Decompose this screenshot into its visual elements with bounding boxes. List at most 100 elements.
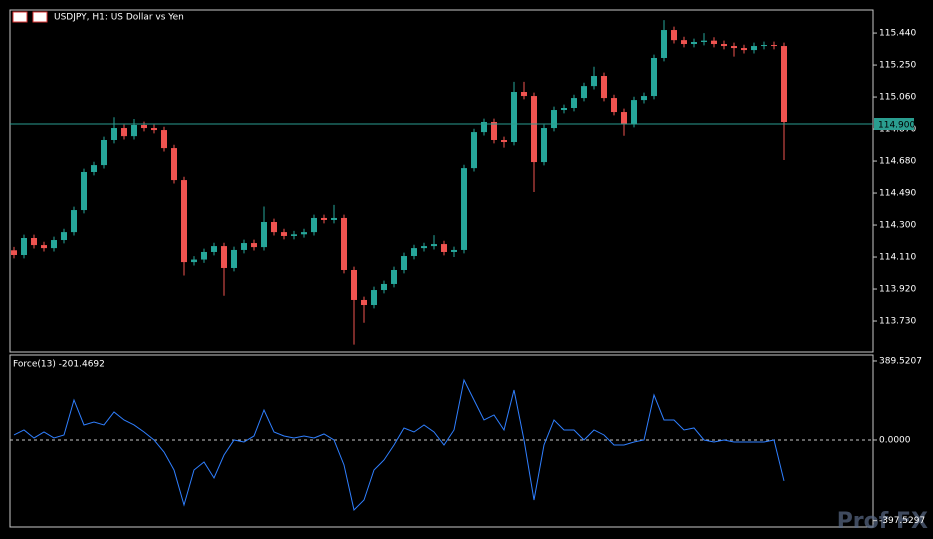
candle-body bbox=[471, 132, 477, 169]
candle-body bbox=[351, 269, 357, 300]
candle-body bbox=[601, 76, 607, 99]
indicator-title: Force(13) -201.4692 bbox=[13, 360, 105, 370]
candle-body bbox=[621, 112, 627, 124]
candle-body bbox=[401, 256, 407, 270]
force-line bbox=[13, 378, 785, 511]
candle-body bbox=[751, 46, 757, 51]
candle-body bbox=[541, 128, 547, 163]
y-tick-label: 114.110 bbox=[879, 253, 916, 263]
candle-body bbox=[231, 249, 237, 268]
candle-body bbox=[61, 232, 67, 241]
candle-body bbox=[691, 41, 697, 45]
candle-body bbox=[31, 238, 37, 246]
candle-body bbox=[381, 283, 387, 291]
candle-body bbox=[261, 222, 267, 248]
candle-body bbox=[171, 148, 177, 181]
candle-body bbox=[241, 243, 247, 250]
candle-body bbox=[161, 130, 167, 149]
y-tick-label: 114.680 bbox=[879, 157, 916, 167]
chart-title: USDJPY, H1: US Dollar vs Yen bbox=[54, 13, 184, 23]
candle-body bbox=[121, 128, 127, 137]
y-tick-label: 114.490 bbox=[879, 189, 916, 199]
price-tag bbox=[874, 118, 914, 130]
candle-body bbox=[311, 217, 317, 233]
candle-body bbox=[21, 238, 27, 256]
candle-body bbox=[111, 128, 117, 140]
indicator-panel bbox=[9, 354, 874, 528]
candle-body bbox=[181, 180, 187, 263]
candle-body bbox=[611, 98, 617, 113]
y-tick-label: 0.0000 bbox=[879, 435, 911, 445]
candle-body bbox=[641, 96, 647, 101]
y-tick-label: 114.300 bbox=[879, 221, 916, 231]
candle-body bbox=[331, 217, 337, 220]
candle-body bbox=[491, 121, 497, 140]
candle-body bbox=[721, 44, 727, 47]
candle-body bbox=[651, 57, 657, 97]
candle-body bbox=[201, 251, 207, 260]
candle-body bbox=[411, 248, 417, 257]
candle-body bbox=[481, 121, 487, 133]
candle-body bbox=[11, 250, 17, 256]
candle-body bbox=[191, 259, 197, 263]
candle-body bbox=[761, 45, 767, 47]
candle-body bbox=[731, 46, 737, 49]
candle-body bbox=[531, 96, 537, 163]
candle-body bbox=[551, 110, 557, 129]
candle-body bbox=[451, 249, 457, 252]
candle-body bbox=[141, 125, 147, 129]
candle-body bbox=[701, 40, 707, 42]
y-tick-label: -397.5297 bbox=[879, 516, 925, 526]
y-tick-label: 389.5207 bbox=[879, 356, 922, 366]
candle-body bbox=[81, 171, 87, 211]
candle-body bbox=[251, 243, 257, 248]
candle-body bbox=[341, 217, 347, 270]
candle-body bbox=[591, 76, 597, 87]
y-tick-label: 113.920 bbox=[879, 285, 916, 295]
candle-body bbox=[671, 30, 677, 41]
candle-body bbox=[91, 165, 97, 172]
candle-body bbox=[441, 244, 447, 252]
candle-body bbox=[321, 217, 327, 220]
candle-body bbox=[101, 139, 107, 166]
candle-body bbox=[51, 240, 57, 249]
candle-body bbox=[571, 98, 577, 109]
candle-body bbox=[391, 269, 397, 284]
candle-body bbox=[521, 92, 527, 97]
candle-body bbox=[781, 46, 787, 122]
candle-body bbox=[371, 290, 377, 306]
candle-body bbox=[211, 246, 217, 252]
candle-body bbox=[631, 100, 637, 124]
candle-body bbox=[771, 45, 777, 47]
candle-body bbox=[421, 246, 427, 249]
candle-body bbox=[291, 234, 297, 236]
y-tick-label: 115.250 bbox=[879, 61, 916, 71]
candle-body bbox=[221, 246, 227, 268]
candle-body bbox=[71, 210, 77, 233]
candle-body bbox=[741, 48, 747, 51]
candle-body bbox=[151, 128, 157, 131]
candle-body bbox=[511, 92, 517, 143]
candle-body bbox=[301, 232, 307, 235]
candle-body bbox=[561, 108, 567, 111]
candle-body bbox=[131, 125, 137, 137]
watermark: Prof FX bbox=[837, 509, 928, 534]
candle-body bbox=[271, 222, 277, 233]
candle-body bbox=[661, 30, 667, 58]
toolbar-icons[interactable] bbox=[12, 11, 48, 23]
y-tick-label: 115.060 bbox=[879, 93, 916, 103]
candle-body bbox=[431, 244, 437, 247]
main-panel bbox=[9, 9, 874, 353]
candle-body bbox=[501, 139, 507, 143]
candle-body bbox=[41, 245, 47, 249]
icon[interactable] bbox=[12, 11, 28, 23]
y-tick-label: 115.440 bbox=[879, 29, 916, 39]
y-tick-label: 113.730 bbox=[879, 317, 916, 327]
candle-body bbox=[581, 86, 587, 99]
icon[interactable] bbox=[32, 11, 48, 23]
candle-body bbox=[361, 299, 367, 306]
candle-body bbox=[461, 168, 467, 250]
candle-body bbox=[281, 232, 287, 236]
